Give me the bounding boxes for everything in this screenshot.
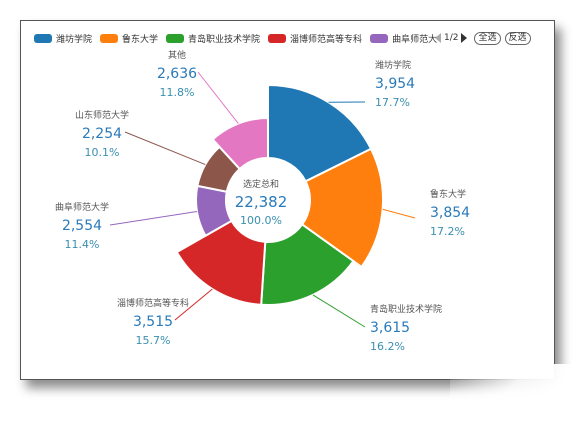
leader-line xyxy=(109,211,198,226)
slice-value-label: 3,854 xyxy=(430,205,470,221)
donut-chart: 潍坊学院 3,954 17.7% 鲁东大学 3,854 17.2% 青岛职业技术学院 3,61… xyxy=(55,49,470,353)
leader-line xyxy=(174,288,213,321)
legend-item[interactable]: 鲁东大学 xyxy=(100,32,158,45)
slice-value-label: 3,515 xyxy=(133,314,173,330)
slice[interactable] xyxy=(260,223,355,306)
slice-name-label: 曲阜师范大学 xyxy=(55,201,109,213)
slices xyxy=(175,83,384,306)
slice-percent-label: 11.4% xyxy=(65,238,100,251)
legend-swatch xyxy=(166,33,185,43)
slice-value-label: 2,554 xyxy=(62,218,102,234)
slice-labels: 潍坊学院 3,954 17.7% 鲁东大学 3,854 17.2% 青岛职业技术学院 3,61… xyxy=(55,49,470,353)
slice-percent-label: 11.8% xyxy=(160,86,195,99)
center-title: 选定总和 xyxy=(243,178,279,190)
slice-name-label: 山东师范大学 xyxy=(75,109,129,121)
slice-value-label: 3,954 xyxy=(375,76,415,92)
slice-percent-label: 16.2% xyxy=(370,340,405,353)
slice-name-label: 淄博师范高等专科 xyxy=(117,297,189,309)
legend-swatch xyxy=(268,33,287,43)
slice[interactable] xyxy=(267,83,373,183)
page-indicator: 1/2 xyxy=(444,33,459,43)
corner-fade xyxy=(450,364,580,424)
legend: 潍坊学院 鲁东大学 青岛职业技术学院 淄博师范高等专科 曲阜师范大学 山 xyxy=(34,30,438,46)
legend-item[interactable]: 潍坊学院 xyxy=(34,32,92,45)
legend-item[interactable]: 淄博师范高等专科 xyxy=(268,32,362,45)
center-value: 22,382 xyxy=(235,193,288,211)
slice-name-label: 潍坊学院 xyxy=(375,59,411,71)
leader-line xyxy=(382,208,416,219)
legend-item[interactable]: 青岛职业技术学院 xyxy=(166,32,260,45)
legend-swatch xyxy=(34,33,52,43)
legend-swatch xyxy=(100,33,119,43)
slice-name-label: 其他 xyxy=(168,49,186,61)
slice-percent-label: 10.1% xyxy=(85,146,120,159)
legend-label: 潍坊学院 xyxy=(56,34,93,45)
slice[interactable] xyxy=(211,116,269,171)
slice-percent-label: 17.2% xyxy=(430,225,465,238)
slice-value-label: 3,615 xyxy=(370,320,410,336)
legend-item[interactable]: 曲阜师范大学 xyxy=(370,32,438,45)
legend-clip: 潍坊学院 鲁东大学 青岛职业技术学院 淄博师范高等专科 曲阜师范大学 山 xyxy=(34,30,438,46)
legend-swatch xyxy=(370,33,389,43)
slice[interactable] xyxy=(175,219,267,306)
chart-frame xyxy=(20,20,555,380)
invert-selection-button[interactable]: 反选 xyxy=(504,31,531,45)
slice-percent-label: 15.7% xyxy=(136,334,171,347)
slice-name-label: 青岛职业技术学院 xyxy=(370,303,442,315)
leader-line xyxy=(197,71,239,124)
legend-label: 青岛职业技术学院 xyxy=(188,34,261,45)
prev-page-icon[interactable] xyxy=(435,33,441,43)
legend-label: 曲阜师范大学 xyxy=(392,34,438,45)
legend-label: 淄博师范高等专科 xyxy=(290,34,363,45)
center-percent: 100.0% xyxy=(240,214,282,227)
leader-line xyxy=(312,294,366,328)
select-all-button[interactable]: 全选 xyxy=(474,31,501,45)
leader-lines xyxy=(109,71,416,328)
legend-label: 鲁东大学 xyxy=(122,34,159,45)
slice-value-label: 2,636 xyxy=(157,66,197,82)
leader-line xyxy=(124,131,206,166)
legend-pager: 1/2 全选 反选 xyxy=(432,30,531,46)
slice-name-label: 鲁东大学 xyxy=(430,188,466,200)
slice[interactable] xyxy=(300,147,384,269)
slice-percent-label: 17.7% xyxy=(375,96,410,109)
next-page-icon[interactable] xyxy=(461,33,468,43)
slice-value-label: 2,254 xyxy=(82,126,122,142)
